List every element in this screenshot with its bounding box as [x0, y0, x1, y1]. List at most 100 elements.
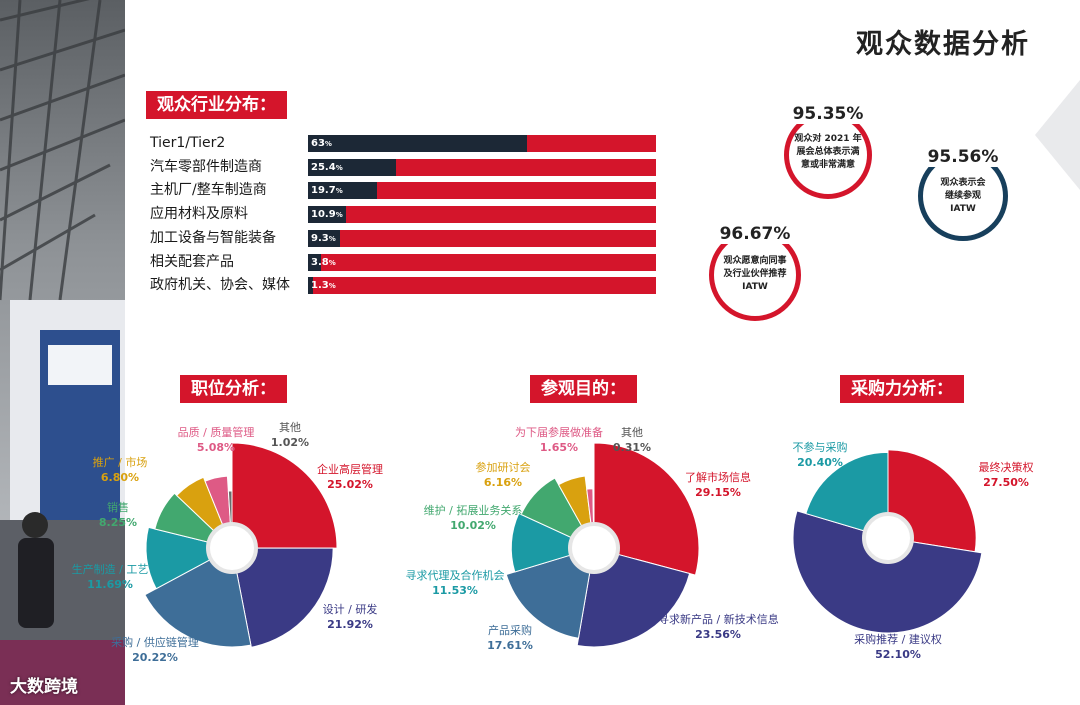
bar-value-label: 63%: [311, 138, 332, 149]
pie-slice-label: 产品采购 17.61%: [450, 623, 570, 653]
pie-slice-name: 不参与采购: [792, 441, 848, 454]
pie-slice-percent: 21.92%: [327, 618, 373, 631]
pie-slice-name: 生产制造 / 工艺: [71, 563, 149, 576]
bar-track: 9.3%: [308, 229, 656, 247]
pie-slice-label: 其他 0.31%: [572, 425, 692, 455]
pie-slice-label: 为下届参展做准备 1.65%: [499, 425, 619, 455]
bar-fill: [308, 135, 528, 152]
bar-category-label: 政府机关、协会、媒体: [150, 277, 290, 294]
bar-fill: [308, 229, 341, 247]
stat-block: 95.56% 观众表示会 继续参观 IATW: [908, 147, 1018, 216]
pie-slice-name: 品质 / 质量管理: [177, 426, 255, 439]
bar-row: 汽车零部件制造商 25.4%: [150, 158, 660, 177]
bar-row: 加工设备与智能装备 9.3%: [150, 229, 660, 248]
stat-description-line: 意或非常满意: [800, 160, 855, 170]
stat-description-line: 展会总体表示满: [796, 147, 860, 157]
purpose-section-label: 参观目的：: [530, 375, 637, 403]
pie-slice-name: 其他: [279, 421, 301, 434]
pie-slice-label: 了解市场信息 29.15%: [658, 470, 778, 500]
decorative-arrow-shape: [1035, 80, 1080, 190]
industry-section-label: 观众行业分布：: [146, 91, 287, 119]
pie-slice-name: 最终决策权: [978, 461, 1034, 474]
bar-track: 25.4%: [308, 158, 656, 176]
pie-slice-percent: 8.25%: [98, 516, 138, 529]
pie-slice-name: 参加研讨会: [475, 461, 531, 474]
bar-fill: [308, 277, 313, 295]
pie-slice-percent: 17.61%: [487, 639, 533, 652]
pie-slice-name: 企业高层管理: [317, 463, 383, 476]
bar-track: 1.3%: [308, 277, 656, 295]
bar-fill: [308, 206, 346, 224]
bar-row: 政府机关、协会、媒体 1.3%: [150, 276, 660, 295]
pie-slice-label: 采购 / 供应链管理 20.22%: [95, 635, 215, 665]
pie-slice-label: 维护 / 拓展业务关系 10.02%: [413, 503, 533, 533]
bar-track: 10.9%: [308, 206, 656, 224]
pie-center-hole: [568, 522, 620, 574]
pie-slice-label: 采购推荐 / 建议权 52.10%: [838, 632, 958, 662]
bar-row: 应用材料及原料 10.9%: [150, 205, 660, 224]
pie-slice-percent: 23.56%: [695, 628, 741, 641]
stat-value: 95.35%: [789, 104, 867, 124]
bar-category-label: 应用材料及原料: [150, 206, 248, 223]
bar-fill: [308, 253, 322, 271]
pie-slice-name: 采购 / 供应链管理: [111, 636, 199, 649]
pie-slice-percent: 5.08%: [196, 441, 236, 454]
stat-description-line: 观众愿意向同事: [723, 256, 787, 266]
pie-slice-label: 不参与采购 20.40%: [760, 440, 880, 470]
pie-slice-percent: 20.40%: [797, 456, 843, 469]
pie-slice-label: 品质 / 质量管理 5.08%: [156, 425, 276, 455]
pie-slice-label: 寻求新产品 / 新技术信息 23.56%: [658, 612, 779, 642]
bar-track: 63%: [308, 135, 656, 152]
pie-slice-name: 维护 / 拓展业务关系: [423, 504, 523, 517]
bar-row: Tier1/Tier2 63%: [150, 134, 660, 153]
bar-row: 相关配套产品 3.8%: [150, 253, 660, 272]
pie-center-hole: [862, 512, 914, 564]
bar-row: 主机厂/整车制造商 19.7%: [150, 181, 660, 200]
exhibition-hall-photo: [0, 0, 125, 705]
pie-slice-percent: 52.10%: [875, 648, 921, 661]
bar-track: 3.8%: [308, 253, 656, 271]
pie-slice-percent: 20.22%: [132, 651, 178, 664]
pie-slice-label: 设计 / 研发 21.92%: [290, 602, 410, 632]
pie-slice-name: 设计 / 研发: [322, 603, 378, 616]
bar-value-label: 25.4%: [311, 161, 343, 173]
stat-description-line: IATW: [742, 282, 768, 292]
bar-value-label: 1.3%: [311, 280, 336, 292]
purchasing-section-label: 采购力分析：: [840, 375, 964, 403]
stat-description-line: IATW: [950, 204, 976, 214]
bar-category-label: Tier1/Tier2: [150, 135, 226, 151]
pie-slice-name: 了解市场信息: [685, 471, 751, 484]
pie-slice: [592, 496, 595, 525]
pie-slice-percent: 1.65%: [539, 441, 579, 454]
stat-description-line: 及行业伙伴推荐: [723, 269, 787, 279]
pie-slice-label: 参加研讨会 6.16%: [443, 460, 563, 490]
stat-description-line: 观众表示会: [940, 178, 986, 188]
pie-slice-label: 寻求代理及合作机会 11.53%: [395, 568, 515, 598]
pie-slice-name: 采购推荐 / 建议权: [854, 633, 942, 646]
pie-slice-name: 产品采购: [488, 624, 532, 637]
stat-value: 96.67%: [716, 224, 794, 244]
position-section-label: 职位分析：: [180, 375, 287, 403]
bar-category-label: 相关配套产品: [150, 253, 234, 270]
stat-block: 95.35% 观众对 2021 年展会总体表示满 意或非常满意: [773, 104, 883, 172]
bar-fill: [308, 158, 397, 176]
pie-slice-label: 其他 1.02%: [230, 420, 350, 450]
stat-description-line: 观众对 2021 年: [794, 134, 862, 144]
bar-value-label: 9.3%: [311, 232, 336, 244]
pie-slice-percent: 1.02%: [270, 436, 310, 449]
pie-slice-percent: 29.15%: [695, 486, 741, 499]
stat-value: 95.56%: [924, 147, 1002, 167]
bar-value-label: 19.7%: [311, 185, 343, 197]
bar-value-label: 3.8%: [311, 256, 336, 268]
pie-slice-name: 寻求新产品 / 新技术信息: [658, 613, 779, 626]
stat-block: 96.67% 观众愿意向同事 及行业伙伴推荐 IATW: [700, 224, 810, 294]
pie-slice-label: 生产制造 / 工艺 11.69%: [50, 562, 170, 592]
pie-slice-percent: 11.69%: [87, 578, 133, 591]
watermark: 大数跨境: [10, 677, 78, 697]
bar-track: 19.7%: [308, 182, 656, 200]
pie-slice-percent: 27.50%: [983, 476, 1029, 489]
pie-slice-percent: 0.31%: [612, 441, 652, 454]
pie-slice-percent: 11.53%: [432, 584, 478, 597]
bar-value-label: 10.9%: [311, 209, 343, 221]
